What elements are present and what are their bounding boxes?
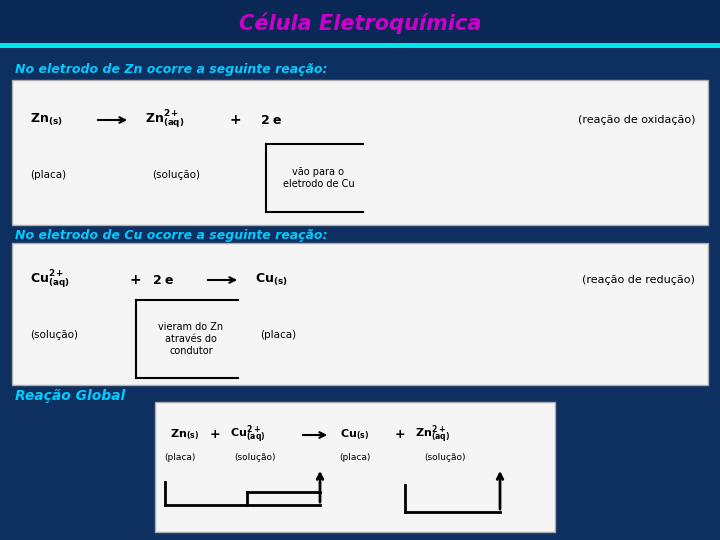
- Text: Reação Global: Reação Global: [15, 389, 125, 403]
- Text: +: +: [395, 429, 405, 442]
- Text: (reação de oxidação): (reação de oxidação): [577, 115, 695, 125]
- Bar: [12, 243, 708, 385]
- Text: $\mathbf{2\ e}$: $\mathbf{2\ e}$: [152, 273, 175, 287]
- Text: (placa): (placa): [339, 454, 371, 462]
- Text: +: +: [210, 429, 220, 442]
- Text: +: +: [229, 113, 240, 127]
- Text: $\mathbf{Cu^{2+}_{(aq)}}$: $\mathbf{Cu^{2+}_{(aq)}}$: [30, 269, 70, 291]
- Text: (solução): (solução): [424, 454, 466, 462]
- Text: vão para o
eletrodo de Cu: vão para o eletrodo de Cu: [283, 167, 354, 189]
- Text: $\mathbf{Zn^{2+}_{(aq)}}$: $\mathbf{Zn^{2+}_{(aq)}}$: [145, 109, 184, 131]
- Bar: [12, 80, 708, 225]
- Text: No eletrodo de Zn ocorre a seguinte reação:: No eletrodo de Zn ocorre a seguinte reaç…: [15, 64, 328, 77]
- Text: (placa): (placa): [260, 330, 296, 340]
- Text: (placa): (placa): [164, 454, 196, 462]
- Text: (solução): (solução): [234, 454, 276, 462]
- Text: vieram do Zn
através do
condutor: vieram do Zn através do condutor: [158, 322, 224, 356]
- Bar: [0, 0, 720, 45]
- Text: (solução): (solução): [152, 170, 200, 180]
- Bar: [155, 402, 555, 532]
- Text: Célula Eletroquímica: Célula Eletroquímica: [239, 12, 481, 33]
- Text: (placa): (placa): [30, 170, 66, 180]
- Text: $\mathbf{Zn_{(s)}}$: $\mathbf{Zn_{(s)}}$: [30, 112, 63, 128]
- Text: $\mathbf{Cu_{(s)}}$: $\mathbf{Cu_{(s)}}$: [340, 428, 369, 442]
- Text: $\mathbf{2\ e}$: $\mathbf{2\ e}$: [260, 113, 283, 126]
- Text: No eletrodo de Cu ocorre a seguinte reação:: No eletrodo de Cu ocorre a seguinte reaç…: [15, 228, 328, 241]
- Bar: [0, 43, 720, 48]
- Text: +: +: [129, 273, 141, 287]
- Text: $\mathbf{Cu^{2+}_{(aq)}}$: $\mathbf{Cu^{2+}_{(aq)}}$: [230, 424, 266, 446]
- Text: (reação de redução): (reação de redução): [582, 275, 695, 285]
- Text: $\mathbf{Zn^{2+}_{(aq)}}$: $\mathbf{Zn^{2+}_{(aq)}}$: [415, 424, 450, 446]
- Text: $\mathbf{Cu_{(s)}}$: $\mathbf{Cu_{(s)}}$: [255, 272, 288, 288]
- Text: (solução): (solução): [30, 330, 78, 340]
- Text: $\mathbf{Zn_{(s)}}$: $\mathbf{Zn_{(s)}}$: [170, 428, 199, 442]
